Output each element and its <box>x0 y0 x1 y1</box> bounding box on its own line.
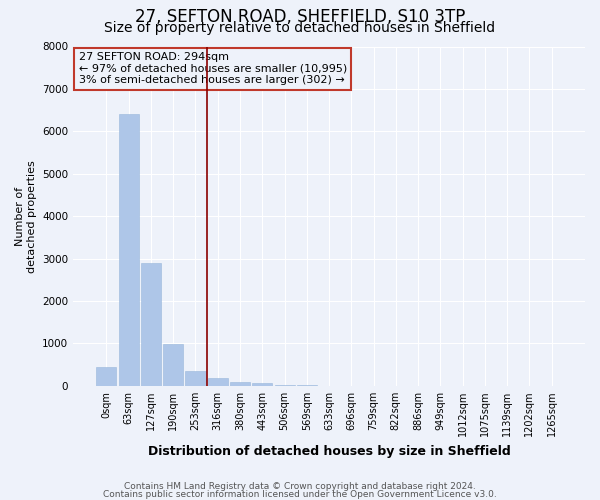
Bar <box>141 263 161 386</box>
Bar <box>230 382 250 386</box>
Bar <box>97 366 116 386</box>
Bar <box>185 371 206 386</box>
Text: 27 SEFTON ROAD: 294sqm
← 97% of detached houses are smaller (10,995)
3% of semi-: 27 SEFTON ROAD: 294sqm ← 97% of detached… <box>79 52 347 86</box>
Text: 27, SEFTON ROAD, SHEFFIELD, S10 3TP: 27, SEFTON ROAD, SHEFFIELD, S10 3TP <box>135 8 465 26</box>
Bar <box>252 383 272 386</box>
Bar <box>275 384 295 386</box>
Y-axis label: Number of
detached properties: Number of detached properties <box>15 160 37 272</box>
Text: Contains HM Land Registry data © Crown copyright and database right 2024.: Contains HM Land Registry data © Crown c… <box>124 482 476 491</box>
Text: Contains public sector information licensed under the Open Government Licence v3: Contains public sector information licen… <box>103 490 497 499</box>
X-axis label: Distribution of detached houses by size in Sheffield: Distribution of detached houses by size … <box>148 444 511 458</box>
Text: Size of property relative to detached houses in Sheffield: Size of property relative to detached ho… <box>104 21 496 35</box>
Bar <box>208 378 228 386</box>
Bar <box>119 114 139 386</box>
Bar <box>163 344 183 386</box>
